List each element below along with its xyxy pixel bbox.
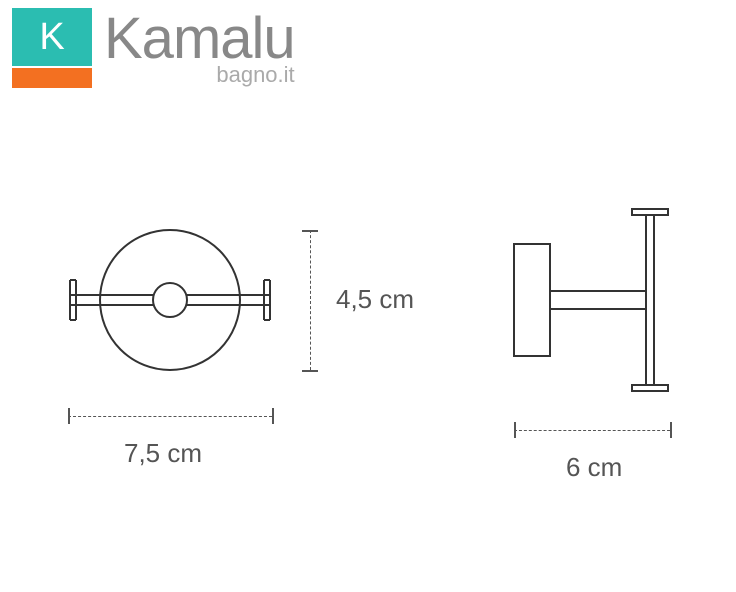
hook-bar xyxy=(646,215,654,385)
dim-tick xyxy=(68,408,70,424)
dim-line-width xyxy=(68,416,272,417)
dim-tick xyxy=(272,408,274,424)
logo-teal-block: K xyxy=(12,8,92,66)
front-view-svg xyxy=(60,220,280,380)
brand-text: Kamalu bagno.it xyxy=(104,10,295,88)
side-view xyxy=(510,200,690,405)
shaft xyxy=(550,291,646,309)
dim-line-height xyxy=(310,230,311,370)
dim-label-height: 4,5 cm xyxy=(336,284,414,315)
technical-drawing: 4,5 cm 7,5 cm 6 cm xyxy=(0,180,736,580)
center-circle xyxy=(153,283,187,317)
dim-tick xyxy=(302,370,318,372)
bottom-cap xyxy=(632,385,668,391)
top-cap xyxy=(632,209,668,215)
mount-base xyxy=(514,244,550,356)
logo-mark: K xyxy=(12,8,92,88)
brand-name: Kamalu xyxy=(104,10,295,68)
brand-logo: K Kamalu bagno.it xyxy=(12,8,92,88)
dim-label-depth: 6 cm xyxy=(566,452,622,483)
dim-tick xyxy=(670,422,672,438)
dim-tick xyxy=(514,422,516,438)
dim-line-depth xyxy=(514,430,670,431)
logo-orange-block xyxy=(12,68,92,88)
dim-tick xyxy=(302,230,318,232)
side-view-svg xyxy=(510,200,690,400)
logo-letter: K xyxy=(39,16,64,59)
dim-label-width: 7,5 cm xyxy=(124,438,202,469)
front-view xyxy=(60,220,280,380)
